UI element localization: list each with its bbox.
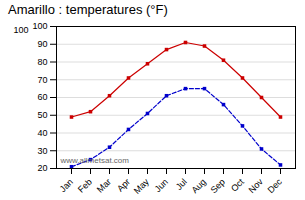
svg-text:100: 100 (32, 21, 47, 31)
html-text:Amarillo : temperatures (°F): Amarillo : temperatures (°F) (8, 2, 168, 17)
svg-text:100: 100 (13, 25, 28, 35)
svg-text:Jul: Jul (174, 177, 189, 192)
svg-text:Nov: Nov (247, 176, 266, 195)
svg-text:40: 40 (37, 128, 47, 138)
svg-text:30: 30 (37, 146, 47, 156)
svg-text:60: 60 (37, 92, 47, 102)
svg-text:70: 70 (37, 75, 47, 85)
svg-text:50: 50 (37, 110, 47, 120)
svg-text:Sep: Sep (209, 177, 227, 195)
svg-text:Feb: Feb (76, 177, 94, 195)
svg-text:Apr: Apr (115, 177, 132, 194)
svg-text:Mar: Mar (95, 177, 113, 195)
svg-text:Jan: Jan (58, 177, 75, 194)
svg-text:Aug: Aug (190, 177, 208, 195)
svg-text:www.allmetsat.com: www.allmetsat.com (60, 156, 130, 165)
svg-text:90: 90 (37, 39, 47, 49)
svg-text:Dec: Dec (266, 176, 285, 195)
svg-text:Oct: Oct (229, 176, 246, 193)
svg-text:May: May (132, 176, 151, 195)
svg-text:80: 80 (37, 57, 47, 67)
svg-text:Jun: Jun (153, 177, 170, 194)
svg-text:20: 20 (37, 163, 47, 173)
